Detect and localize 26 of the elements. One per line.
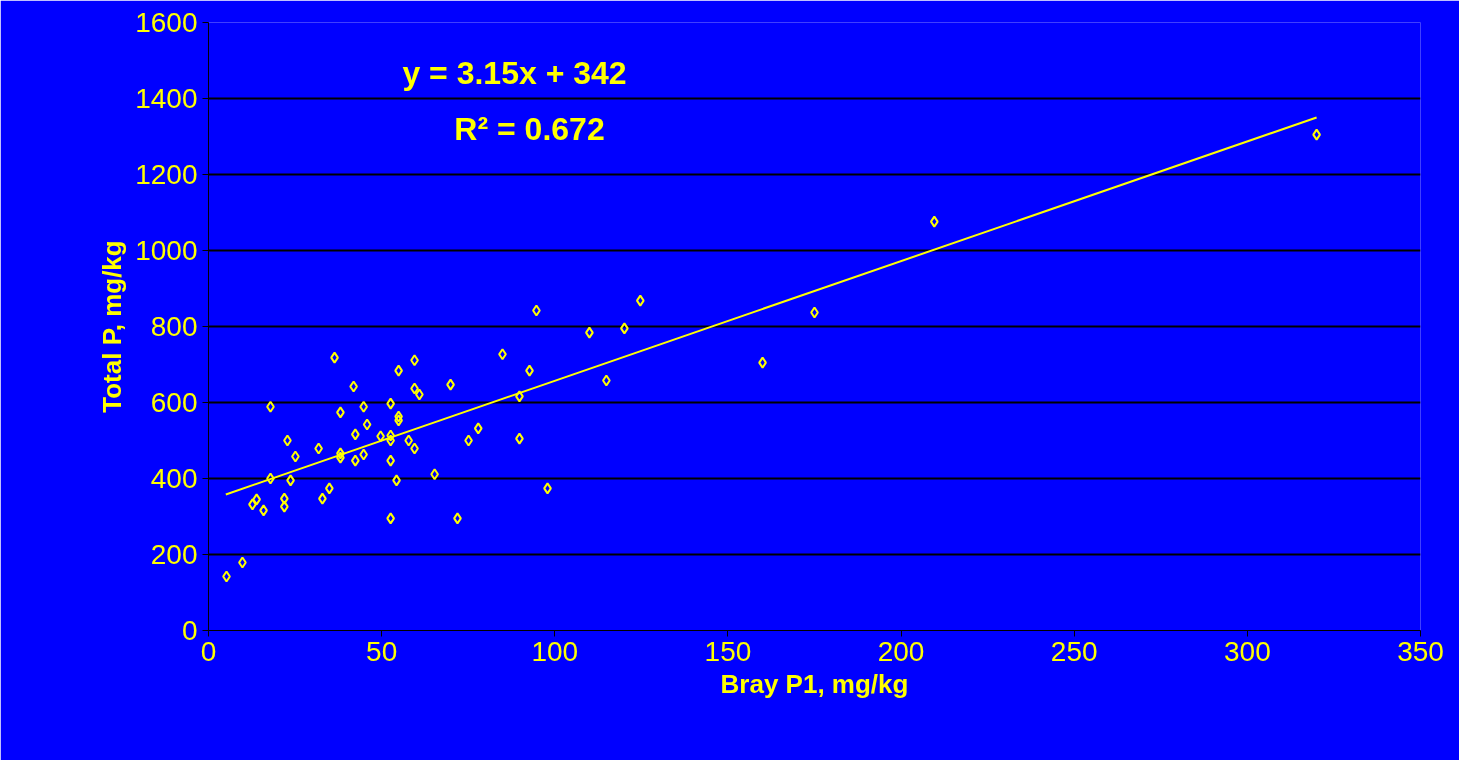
y-tick-label: 1600 — [135, 7, 198, 38]
annotation: R² = 0.672 — [454, 110, 605, 147]
point — [473, 422, 483, 435]
point — [929, 215, 939, 228]
y-tick-label: 1200 — [135, 159, 198, 190]
y-tick-label: 800 — [150, 311, 198, 342]
point — [350, 428, 360, 441]
x-axis-title: Bray P1, mg/kg — [720, 668, 909, 699]
y-tick-label: 0 — [181, 615, 198, 646]
x-tick-label: 50 — [366, 635, 398, 667]
x-tick-label: 150 — [704, 635, 752, 667]
y-tick-label: 1000 — [135, 235, 198, 266]
x-tick-label: 300 — [1224, 635, 1271, 667]
x-tick-label: 250 — [1050, 635, 1098, 667]
y-tick-label: 400 — [150, 463, 198, 494]
y-tick-label: 200 — [150, 539, 198, 570]
x-tick-label: 100 — [531, 635, 579, 667]
x-tick-label: 200 — [877, 635, 925, 667]
y-axis-title: Total P, mg/kg — [97, 240, 128, 413]
x-tick-label: 350 — [1397, 635, 1444, 667]
point — [350, 454, 360, 467]
y-tick-label: 600 — [150, 387, 198, 418]
y-tick-label: 1400 — [135, 83, 198, 114]
annotation: y = 3.15x + 342 — [402, 54, 627, 91]
point — [362, 418, 372, 431]
point — [635, 294, 645, 307]
